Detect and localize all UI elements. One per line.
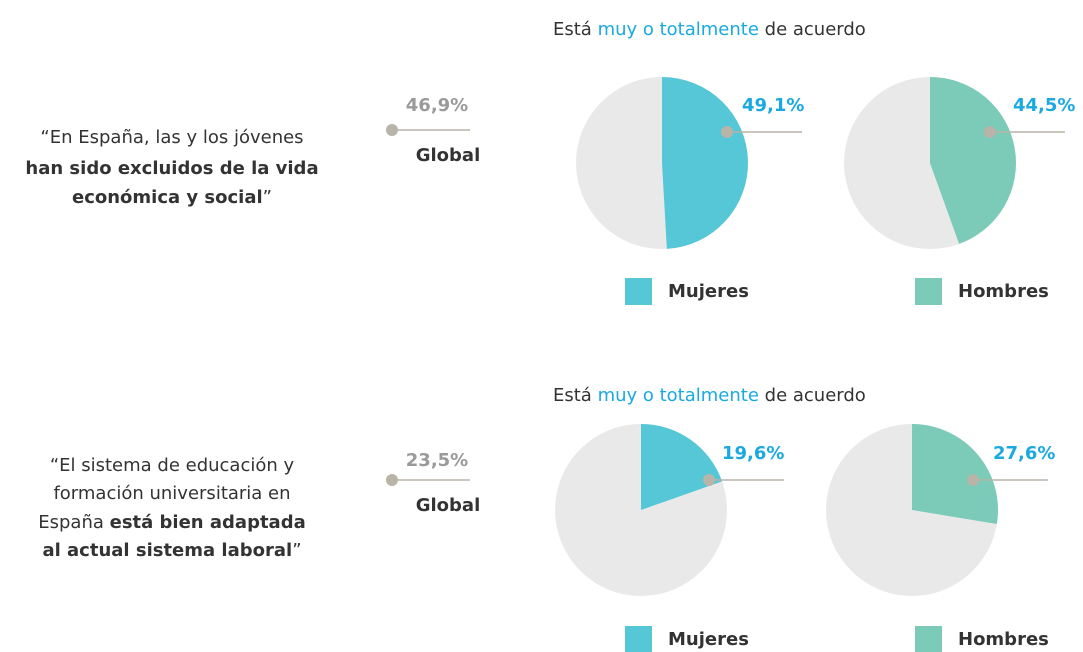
heading-part: Está [553,19,598,40]
quote-part: formación universitaria en [53,483,290,504]
pie-slice [912,424,998,524]
quote-part: España [38,512,109,533]
quote-part: ” [292,540,301,561]
quote-line: “El sistema de educación y [50,455,295,476]
quote-line: han sido excluidos de la vida [25,158,318,179]
global-dot [386,474,398,486]
quote-part: económica y social [72,187,263,208]
legend-label: Hombres [958,629,1049,650]
heading: Está muy o totalmente de acuerdo [553,385,866,406]
value-label: 44,5% [1013,95,1075,116]
pie-slice [930,77,1016,244]
quote-line: económica y social” [72,187,272,208]
legend-label: Mujeres [668,629,749,650]
global-label: Global [416,145,481,166]
pie-slice [641,424,723,510]
pie-slice [662,76,749,249]
legend-swatch [915,626,942,652]
value-dot [721,126,733,138]
quote-line: España está bien adaptada [38,512,306,533]
value-dot [967,474,979,486]
value-label: 49,1% [742,95,804,116]
heading: Está muy o totalmente de acuerdo [553,19,866,40]
heading-part: de acuerdo [759,19,866,40]
quote-part: “El sistema de educación y [50,455,295,476]
value-label: 27,6% [993,443,1055,464]
quote-line: al actual sistema laboral” [42,540,301,561]
value-dot [703,474,715,486]
value-dot [984,126,996,138]
global-label: Global [416,495,481,516]
quote-part: al actual sistema laboral [42,540,292,561]
heading-part: muy o totalmente [598,19,759,40]
legend-label: Mujeres [668,281,749,302]
global-dot [386,124,398,136]
quote-part: está bien adaptada [110,512,306,533]
global-value: 23,5% [406,450,468,471]
quote-part: ” [263,187,272,208]
quote-line: “En España, las y los jóvenes [40,127,303,148]
legend-swatch [625,626,652,652]
legend-swatch [625,278,652,305]
quote-line: formación universitaria en [53,483,290,504]
heading-part: Está [553,385,598,406]
heading-part: de acuerdo [759,385,866,406]
legend-label: Hombres [958,281,1049,302]
quote-part: han sido excluidos de la vida [25,158,318,179]
quote-part: “En España, las y los jóvenes [40,127,303,148]
heading-part: muy o totalmente [598,385,759,406]
legend-swatch [915,278,942,305]
global-value: 46,9% [406,95,468,116]
value-label: 19,6% [722,443,784,464]
